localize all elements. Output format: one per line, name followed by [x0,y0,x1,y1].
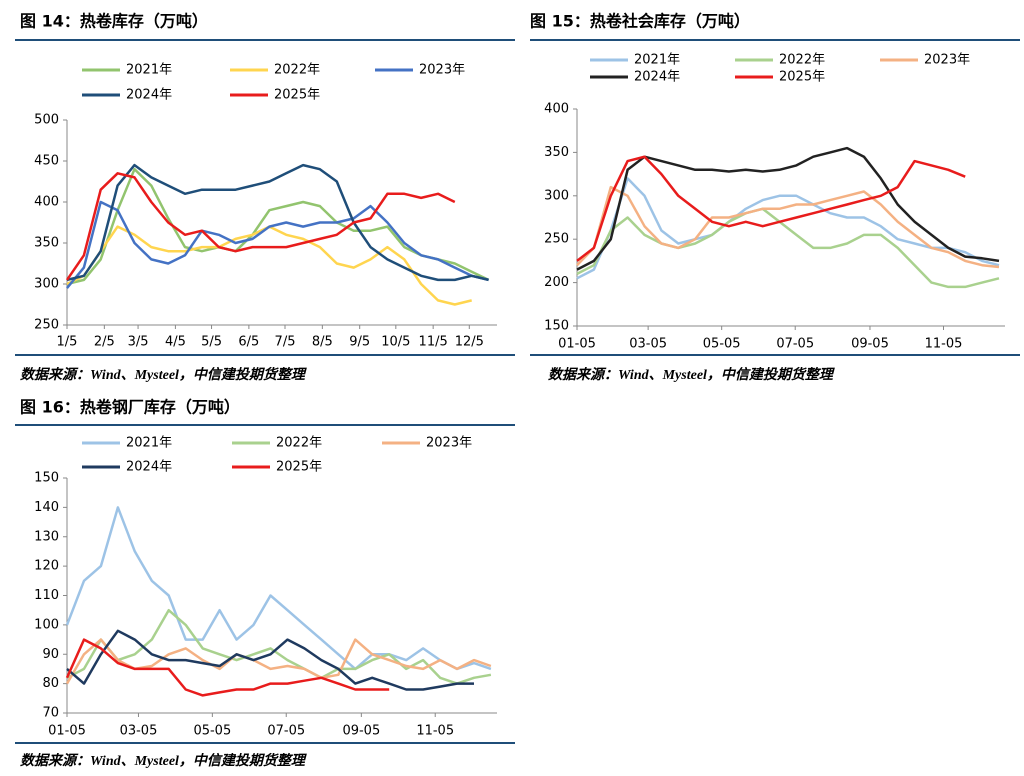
y-tick-label: 250 [34,318,59,333]
legend-label: 2022年 [276,436,322,451]
y-tick-label: 350 [544,145,569,160]
y-tick-label: 80 [42,676,59,691]
legend-label: 2024年 [634,70,680,85]
y-tick-label: 150 [544,319,569,334]
y-tick-label: 150 [34,471,59,486]
x-tick-label: 09-05 [342,724,380,739]
series-line [65,506,492,671]
legend-label: 2022年 [274,63,320,78]
y-tick-label: 350 [34,236,59,251]
source-note: 数据来源：Wind、Mysteel，中信建投期货整理 [20,752,307,769]
source-note: 数据来源：Wind、Mysteel，中信建投期货整理 [548,366,835,383]
x-tick-label: 07-05 [267,724,305,739]
y-tick-label: 450 [34,154,59,169]
series-line [66,167,490,286]
legend-label: 2025年 [276,460,322,475]
legend-label: 2025年 [779,70,825,85]
series-line [576,207,1000,289]
x-tick-label: 05-05 [193,724,231,739]
x-tick-label: 11-05 [925,337,963,352]
legend-label: 2021年 [126,436,172,451]
x-tick-label: 03-05 [120,724,158,739]
chart-title: 图 15：热卷社会库存（万吨） [530,12,750,31]
x-tick-label: 07-05 [776,337,814,352]
legend-label: 2023年 [426,436,472,451]
y-tick-label: 300 [34,277,59,292]
x-tick-label: 9/5 [349,335,370,350]
y-tick-label: 100 [34,617,59,632]
y-tick-label: 140 [34,500,59,515]
series-line [66,200,489,289]
x-tick-label: 09-05 [851,337,889,352]
series-line [65,172,456,281]
legend-label: 2022年 [779,53,825,68]
y-tick-label: 130 [34,529,59,544]
x-tick-label: 5/5 [201,335,222,350]
chart-title: 图 14：热卷库存（万吨） [20,12,208,31]
x-tick-label: 8/5 [312,335,333,350]
y-tick-label: 250 [544,232,569,247]
y-tick-label: 110 [34,588,59,603]
y-tick-label: 300 [544,188,569,203]
legend-label: 2024年 [126,88,172,103]
y-tick-label: 90 [42,647,59,662]
x-tick-label: 4/5 [165,335,186,350]
x-tick-label: 11/5 [419,335,448,350]
x-tick-label: 3/5 [128,335,149,350]
source-note: 数据来源：Wind、Mysteel，中信建投期货整理 [20,366,307,383]
legend-label: 2021年 [634,53,680,68]
legend-label: 2023年 [924,53,970,68]
legend-label: 2025年 [274,88,320,103]
x-tick-label: 1/5 [57,335,78,350]
series-line [66,608,492,685]
y-tick-label: 120 [34,559,59,574]
series-line [66,629,474,691]
x-tick-label: 7/5 [275,335,296,350]
legend-label: 2021年 [126,63,172,78]
series-line [66,163,489,282]
x-tick-label: 12/5 [455,335,484,350]
x-tick-label: 11-05 [416,724,454,739]
x-tick-label: 6/5 [238,335,259,350]
x-tick-label: 03-05 [629,337,667,352]
x-tick-label: 01-05 [558,337,596,352]
legend-label: 2023年 [419,63,465,78]
y-tick-label: 200 [544,275,569,290]
legend-label: 2024年 [126,460,172,475]
y-tick-label: 500 [34,113,59,128]
series-line [576,185,1000,269]
y-tick-label: 70 [42,706,59,721]
series-line [576,155,966,262]
chart-title: 图 16：热卷钢厂库存（万吨） [20,398,240,417]
y-tick-label: 400 [34,195,59,210]
x-tick-label: 01-05 [48,724,86,739]
series-line [65,638,390,697]
x-tick-label: 05-05 [703,337,741,352]
series-line [66,225,472,306]
x-tick-label: 10/5 [381,335,410,350]
y-tick-label: 400 [544,102,569,117]
series-line [576,146,1000,271]
x-tick-label: 2/5 [94,335,115,350]
